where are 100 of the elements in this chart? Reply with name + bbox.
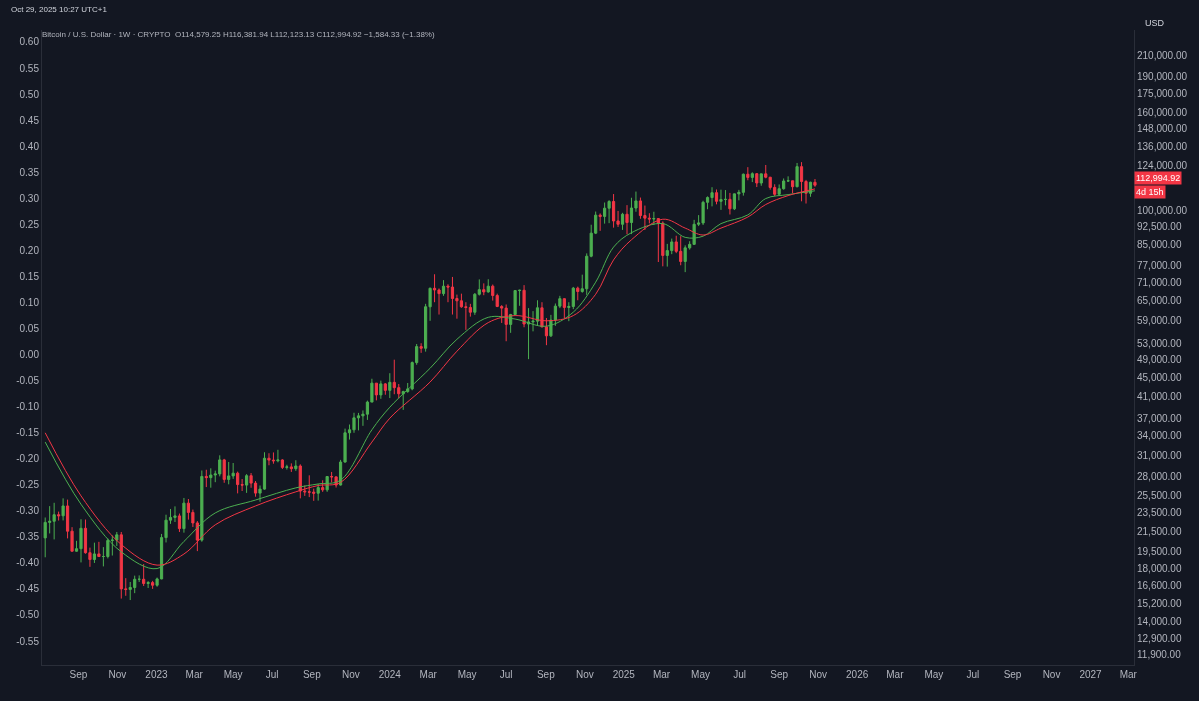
- candlestick: [603, 202, 607, 225]
- candlestick: [755, 172, 759, 188]
- candlestick: [759, 173, 763, 187]
- x-tick-label: May: [457, 669, 477, 680]
- y-tick-label: 19,500.00: [1137, 546, 1182, 558]
- text: 112,994.92: [1136, 173, 1181, 183]
- candlestick: [244, 473, 249, 494]
- candlestick: [316, 483, 320, 502]
- y-tick-label: 77,000.00: [1137, 259, 1182, 271]
- x-tick-label: Jul: [499, 669, 513, 680]
- y-tick-label: 12,900.00: [1137, 632, 1182, 644]
- y2-tick-label: -0.30: [16, 505, 40, 517]
- candlestick: [146, 580, 150, 589]
- candlestick: [231, 462, 235, 480]
- y-tick-label: 15,200.00: [1137, 598, 1182, 610]
- y-tick-label: 25,500.00: [1137, 490, 1182, 502]
- candlestick: [482, 282, 486, 296]
- chart-title: Bitcoin / U.S. Dollar · 1W · CRYPTO O114,579.25 H116,381.94 L112,123.13 C112,994.92 −1,584.33 (−1.38%): [41, 30, 435, 40]
- y2-tick-label: -0.05: [16, 375, 40, 387]
- candlestick: [723, 189, 728, 206]
- candlestick: [795, 162, 799, 188]
- y-tick-label: 11,900.00: [1137, 649, 1182, 661]
- candlestick: [294, 459, 298, 472]
- x-tick-label: Mar: [1119, 669, 1138, 680]
- y2-tick-label: -0.50: [16, 609, 40, 621]
- y-tick-label: 148,000.00: [1137, 123, 1188, 135]
- x-tick-label: Jul: [265, 669, 279, 680]
- candlestick: [625, 204, 629, 235]
- candlestick: [486, 278, 490, 294]
- candlestick: [719, 189, 723, 211]
- x-tick-label: Sep: [69, 669, 88, 680]
- y-tick-label: 14,000.00: [1137, 615, 1182, 627]
- candlestick: [661, 220, 665, 267]
- candlestick: [142, 563, 146, 587]
- candlestick: [620, 212, 625, 231]
- y-tick-label: 45,000.00: [1137, 371, 1182, 383]
- y2-tick-label: 0.00: [19, 349, 40, 361]
- candlestick: [746, 166, 750, 181]
- y2-tick-label: -0.25: [16, 479, 40, 491]
- y-tick-label: 190,000.00: [1137, 71, 1188, 83]
- candlestick: [598, 212, 602, 232]
- y2-tick-label: -0.55: [16, 635, 40, 647]
- candlestick: [289, 462, 293, 473]
- y2-tick-label: 0.40: [19, 140, 40, 152]
- candlestick: [271, 451, 276, 465]
- x-tick-label: 2023: [145, 669, 168, 680]
- candlestick: [562, 297, 566, 319]
- text: Oct 29, 2025 10:27 UTC+1: [11, 5, 108, 14]
- x-tick-label: Mar: [185, 669, 204, 680]
- candlestick: [151, 580, 155, 590]
- y-tick-label: 18,000.00: [1137, 563, 1182, 575]
- x-tick-label: May: [223, 669, 243, 680]
- y2-tick-label: 0.25: [19, 218, 40, 230]
- candlestick: [374, 382, 378, 401]
- x-tick-label: Nov: [1042, 669, 1061, 680]
- candlestick: [714, 188, 719, 205]
- candlestick: [383, 382, 387, 396]
- candlestick: [267, 452, 271, 466]
- y-tick-label: 71,000.00: [1137, 276, 1182, 288]
- y-tick-label: 160,000.00: [1137, 107, 1188, 119]
- candlestick: [204, 469, 208, 488]
- candlestick: [182, 497, 186, 534]
- candlestick: [683, 244, 687, 273]
- y2-tick-label: -0.10: [16, 401, 40, 413]
- y2-tick-label: 0.15: [19, 270, 40, 282]
- x-tick-label: Mar: [886, 669, 905, 680]
- y-tick-label: 124,000.00: [1137, 160, 1188, 172]
- y2-tick-label: 0.45: [19, 114, 40, 126]
- x-tick-label: May: [924, 669, 944, 680]
- candlestick: [79, 518, 83, 563]
- y-tick-label: 175,000.00: [1137, 88, 1188, 100]
- y-tick-label: 59,000.00: [1137, 315, 1182, 327]
- y-axis-title: USD: [1145, 18, 1165, 28]
- y-tick-label: 23,500.00: [1137, 507, 1182, 519]
- candlestick: [106, 538, 110, 559]
- x-tick-label: Sep: [302, 669, 322, 680]
- candlestick: [236, 471, 240, 494]
- x-tick-label: Mar: [652, 669, 671, 680]
- y2-tick-label: -0.15: [16, 427, 40, 439]
- x-tick-label: Jul: [733, 669, 746, 680]
- x-tick-label: 2024: [378, 669, 402, 680]
- candlestick: [173, 505, 177, 523]
- candlestick: [379, 380, 383, 400]
- y2-tick-label: 0.30: [19, 192, 40, 204]
- y-tick-label: 31,000.00: [1137, 449, 1182, 461]
- x-tick-label: Sep: [770, 669, 789, 680]
- y-tick-label: 28,000.00: [1137, 470, 1182, 482]
- y2-tick-label: -0.40: [16, 557, 40, 569]
- candlestick: [576, 286, 580, 301]
- text: 4d 15h: [1136, 187, 1164, 197]
- x-tick-label: Nov: [809, 669, 828, 680]
- candlestick: [441, 279, 446, 297]
- y2-tick-label: -0.20: [16, 453, 40, 465]
- candlestick: [504, 303, 508, 342]
- candlestick: [607, 199, 611, 224]
- x-tick-label: Sep: [536, 669, 556, 680]
- x-tick-label: Nov: [341, 669, 360, 680]
- x-tick-label: 2027: [1079, 669, 1103, 680]
- candlestick: [728, 192, 732, 215]
- y-tick-label: 85,000.00: [1137, 239, 1182, 251]
